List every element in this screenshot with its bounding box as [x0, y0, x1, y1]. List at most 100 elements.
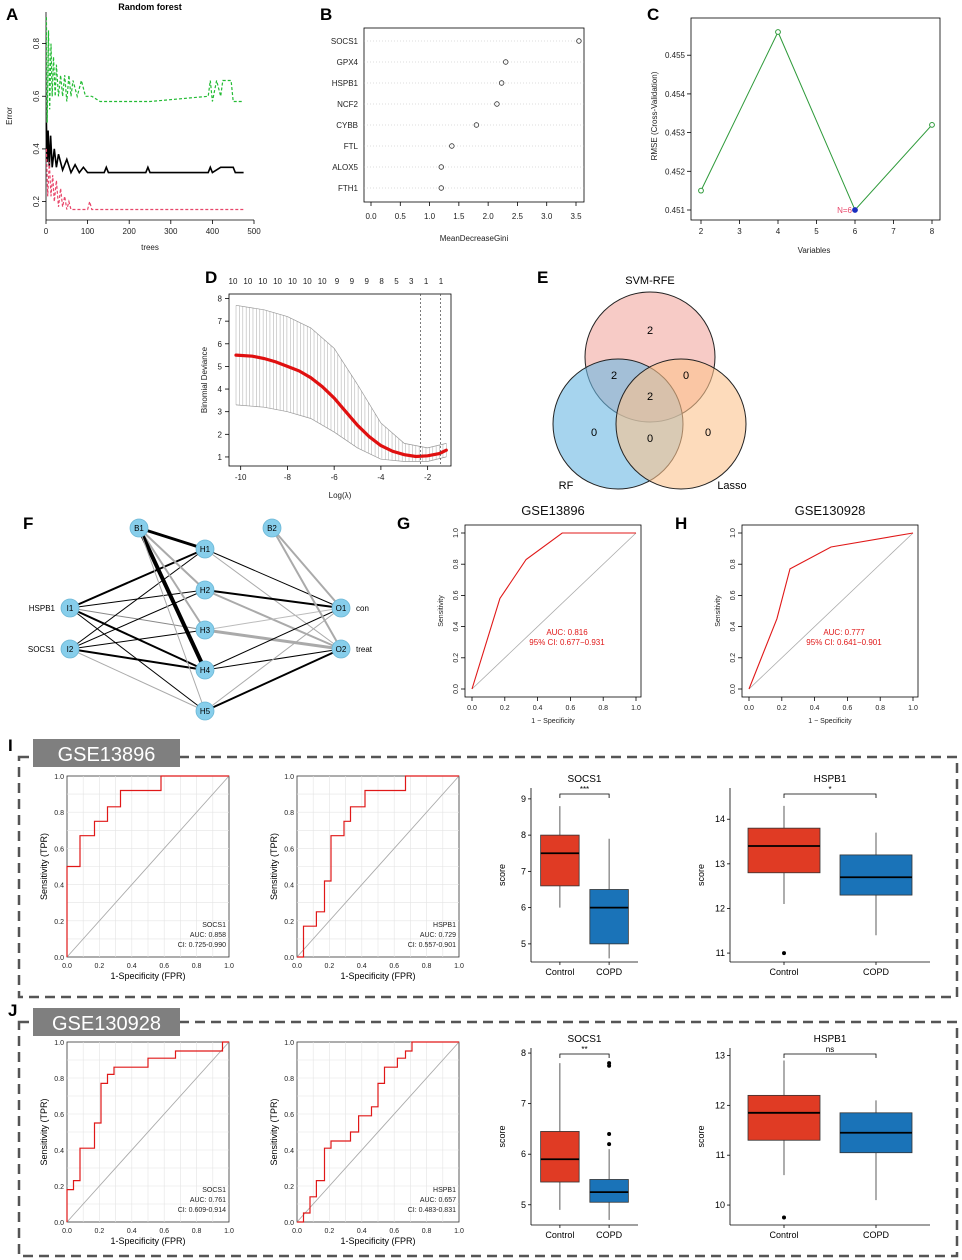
dataset-badge-j: [33, 1008, 180, 1036]
panel-label-c: C: [647, 5, 659, 24]
y-tick-label: 2: [218, 430, 223, 439]
y-tick-label: 0.8: [32, 37, 41, 49]
x-tick-label: 0.5: [395, 212, 407, 221]
y-tick-label: 0.6: [54, 846, 64, 853]
gene-label: SOCS1: [202, 1187, 226, 1194]
panel-j-box-hspb1: HSPB1 10 11 12 13 score Control COPD ns: [696, 1034, 930, 1240]
best-n-annotation: N=6: [837, 206, 852, 215]
network-node: [262, 518, 282, 538]
significance-bracket: [783, 793, 877, 798]
y-tick-label: 0.0: [284, 955, 294, 962]
network-node-label: O2: [336, 645, 347, 654]
roc-curve: [471, 532, 636, 690]
x-tick-label: 0: [44, 227, 49, 236]
y-tick-label: 0.6: [32, 90, 41, 102]
ci-label: CI: 0.725-0.990: [178, 942, 226, 949]
network-node-label: H3: [200, 626, 211, 635]
network-node: [195, 580, 215, 600]
panel-a-random-forest: Random forest 0 100 200 300 400 500 0.2 0.4 0.6 0.…: [5, 2, 261, 252]
diagonal-reference: [296, 1041, 460, 1223]
rmse-point: [698, 187, 704, 194]
box-body: [589, 889, 629, 945]
y-tick-label: 0.4: [284, 1148, 294, 1155]
rmse-point: [775, 29, 781, 35]
y-tick-label: 0.4: [54, 1148, 64, 1155]
top-count-label: 10: [318, 277, 327, 286]
y-tick-label: 13: [715, 1050, 725, 1060]
panel-label-a: A: [6, 5, 18, 24]
top-count-label: 8: [379, 277, 384, 286]
y-tick-label: 0.8: [284, 810, 294, 817]
gini-point: [449, 143, 455, 149]
panel-j-box-socs1: SOCS1 5 6 7 8 score Control COPD **: [497, 1034, 638, 1240]
x-axis-label: trees: [141, 243, 159, 252]
venn-circle-lasso: [615, 358, 747, 490]
panel-label-f: F: [23, 514, 33, 533]
top-count-label: 9: [364, 277, 369, 286]
y-tick-label: 7: [218, 317, 223, 326]
panel-label-b: B: [320, 5, 332, 24]
x-tick-label: COPD: [863, 1230, 890, 1240]
deviance-curve: [234, 353, 448, 459]
x-tick-label: -6: [331, 473, 339, 482]
x-axis-label: 1-Specificity (FPR): [110, 1236, 185, 1246]
significance-label: **: [581, 1045, 587, 1054]
panel-j-frame: [17, 1020, 959, 1258]
x-tick-label: 1.5: [453, 212, 465, 221]
error-series-red: [45, 148, 244, 211]
y-axis-label: Sensitivity: [715, 595, 722, 627]
network-node-label: H5: [200, 707, 211, 716]
y-axis-label: Binomial Deviance: [200, 346, 209, 413]
significance-bracket: [783, 1053, 877, 1058]
roc-curve: [66, 775, 229, 957]
y-tick-label: 0.4: [32, 143, 41, 155]
category-label: GPX4: [337, 58, 359, 67]
top-count-label: 1: [424, 277, 429, 286]
x-tick-label: 0.2: [325, 963, 335, 970]
x-tick-label: COPD: [596, 1230, 623, 1240]
y-tick-label: 1.0: [54, 774, 64, 781]
output-label-treat: treat: [356, 645, 373, 654]
network-edge: [271, 527, 342, 609]
gini-point: [438, 164, 444, 170]
chart-title: GSE13896: [521, 503, 585, 518]
x-tick-label: 5: [814, 227, 819, 236]
y-tick-label: 12: [715, 1100, 725, 1110]
x-tick-label: 0.6: [566, 705, 576, 712]
panel-label-h: H: [675, 514, 687, 533]
y-tick-label: 0.0: [453, 684, 460, 694]
auc-label: AUC: 0.816: [546, 628, 588, 637]
x-tick-label: COPD: [863, 967, 890, 977]
x-tick-label: 7: [891, 227, 896, 236]
rmse-point: [852, 207, 858, 213]
box-body: [540, 834, 580, 887]
y-tick-label: 0.453: [665, 129, 686, 138]
top-count-label: 9: [350, 277, 355, 286]
auc-label: AUC: 0.777: [823, 628, 865, 637]
venn-count-rf-lasso: 0: [647, 433, 653, 445]
roc-curve: [297, 1041, 459, 1223]
y-tick-label: 0.8: [730, 559, 737, 569]
x-tick-label: 3.0: [541, 212, 553, 221]
y-tick-label: 0.8: [453, 559, 460, 569]
ci-label: CI: 0.557-0.901: [408, 942, 456, 949]
chart-title: HSPB1: [814, 774, 847, 785]
network-edge: [69, 589, 206, 650]
x-axis-label: 1-Specificity (FPR): [110, 971, 185, 981]
x-axis-label: Variables: [798, 246, 831, 255]
y-tick-label: 0.0: [730, 684, 737, 694]
panel-i-box-socs1: SOCS1 5 6 7 8 9 score Control COPD ***: [497, 774, 638, 977]
auc-label: AUC: 0.657: [420, 1197, 456, 1204]
network-edge: [204, 589, 342, 609]
y-tick-label: 11: [716, 948, 725, 958]
category-label: FTL: [344, 142, 359, 151]
panel-i-frame: [17, 755, 959, 999]
y-tick-label: 5: [521, 1200, 526, 1210]
network-node: [331, 639, 351, 659]
venn-count-all: 2: [647, 391, 653, 403]
x-tick-label: Control: [769, 967, 798, 977]
top-count-label: 1: [439, 277, 444, 286]
chart-title: SOCS1: [568, 774, 602, 785]
